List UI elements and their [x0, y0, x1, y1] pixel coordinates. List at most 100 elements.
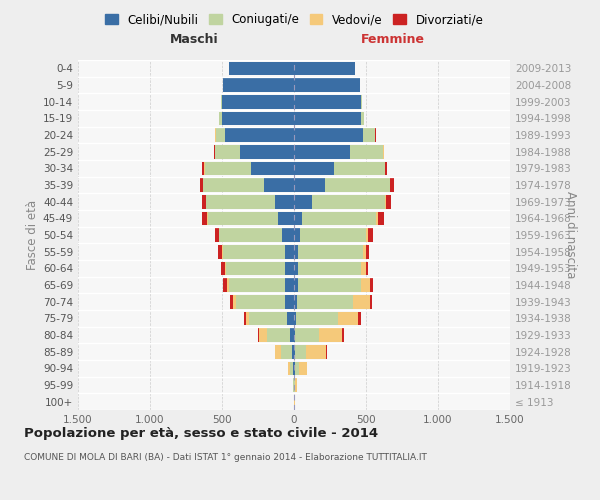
Bar — [363, 128, 375, 142]
Bar — [286, 278, 294, 292]
Bar — [222, 95, 294, 108]
Bar — [275, 195, 294, 208]
Bar — [363, 245, 366, 258]
Bar — [215, 228, 218, 242]
Bar — [240, 145, 294, 158]
Bar — [292, 345, 294, 358]
Bar — [215, 145, 240, 158]
Bar — [223, 245, 284, 258]
Bar — [220, 112, 222, 125]
Bar — [284, 295, 294, 308]
Bar — [226, 262, 286, 275]
Bar — [298, 262, 361, 275]
Bar — [223, 78, 294, 92]
Bar — [236, 295, 284, 308]
Y-axis label: Anni di nascita: Anni di nascita — [564, 192, 577, 278]
Bar — [246, 312, 250, 325]
Bar — [377, 212, 383, 225]
Bar — [293, 362, 294, 375]
Bar — [244, 312, 246, 325]
Bar — [391, 178, 394, 192]
Bar — [306, 345, 326, 358]
Bar — [294, 178, 325, 192]
Bar — [287, 312, 294, 325]
Bar — [368, 228, 373, 242]
Legend: Celibi/Nubili, Coniugati/e, Vedovi/e, Divorziati/e: Celibi/Nubili, Coniugati/e, Vedovi/e, Di… — [100, 8, 488, 31]
Bar — [286, 262, 294, 275]
Bar — [215, 128, 225, 142]
Bar — [264, 178, 294, 192]
Bar — [295, 378, 297, 392]
Bar — [361, 112, 364, 125]
Bar — [295, 345, 306, 358]
Bar — [342, 328, 344, 342]
Bar — [294, 278, 298, 292]
Bar — [370, 278, 373, 292]
Bar — [326, 345, 327, 358]
Bar — [278, 212, 294, 225]
Bar — [227, 278, 229, 292]
Bar — [203, 178, 264, 192]
Bar — [376, 212, 377, 225]
Bar — [319, 328, 342, 342]
Bar — [206, 195, 275, 208]
Bar — [294, 295, 297, 308]
Bar — [302, 212, 376, 225]
Bar — [259, 328, 266, 342]
Bar — [294, 195, 312, 208]
Bar — [338, 312, 358, 325]
Bar — [294, 162, 334, 175]
Bar — [223, 278, 227, 292]
Bar — [294, 312, 296, 325]
Bar — [295, 328, 319, 342]
Bar — [229, 62, 294, 75]
Bar — [353, 295, 370, 308]
Bar — [366, 245, 370, 258]
Bar — [294, 128, 363, 142]
Bar — [294, 112, 361, 125]
Bar — [225, 128, 294, 142]
Bar — [202, 162, 205, 175]
Bar — [200, 178, 203, 192]
Bar — [202, 195, 206, 208]
Bar — [284, 245, 294, 258]
Bar — [294, 212, 302, 225]
Bar — [358, 312, 361, 325]
Bar — [294, 145, 350, 158]
Bar — [294, 228, 300, 242]
Bar — [385, 195, 386, 208]
Bar — [221, 95, 222, 108]
Bar — [386, 195, 391, 208]
Bar — [221, 262, 226, 275]
Bar — [275, 345, 281, 358]
Bar — [361, 262, 365, 275]
Bar — [294, 262, 298, 275]
Bar — [294, 78, 359, 92]
Bar — [334, 162, 385, 175]
Bar — [218, 245, 222, 258]
Bar — [300, 228, 366, 242]
Bar — [298, 245, 363, 258]
Bar — [294, 345, 295, 358]
Bar — [350, 145, 383, 158]
Bar — [294, 62, 355, 75]
Bar — [296, 312, 338, 325]
Bar — [250, 312, 287, 325]
Bar — [294, 95, 361, 108]
Bar — [266, 328, 290, 342]
Bar — [214, 145, 215, 158]
Y-axis label: Fasce di età: Fasce di età — [26, 200, 39, 270]
Bar — [366, 228, 368, 242]
Bar — [202, 212, 207, 225]
Bar — [370, 295, 372, 308]
Bar — [295, 362, 299, 375]
Text: Popolazione per età, sesso e stato civile - 2014: Popolazione per età, sesso e stato civil… — [24, 428, 378, 440]
Bar — [325, 178, 390, 192]
Bar — [233, 295, 236, 308]
Bar — [281, 345, 292, 358]
Bar — [297, 295, 353, 308]
Bar — [258, 328, 259, 342]
Bar — [290, 362, 293, 375]
Bar — [222, 112, 294, 125]
Text: Femmine: Femmine — [361, 33, 425, 46]
